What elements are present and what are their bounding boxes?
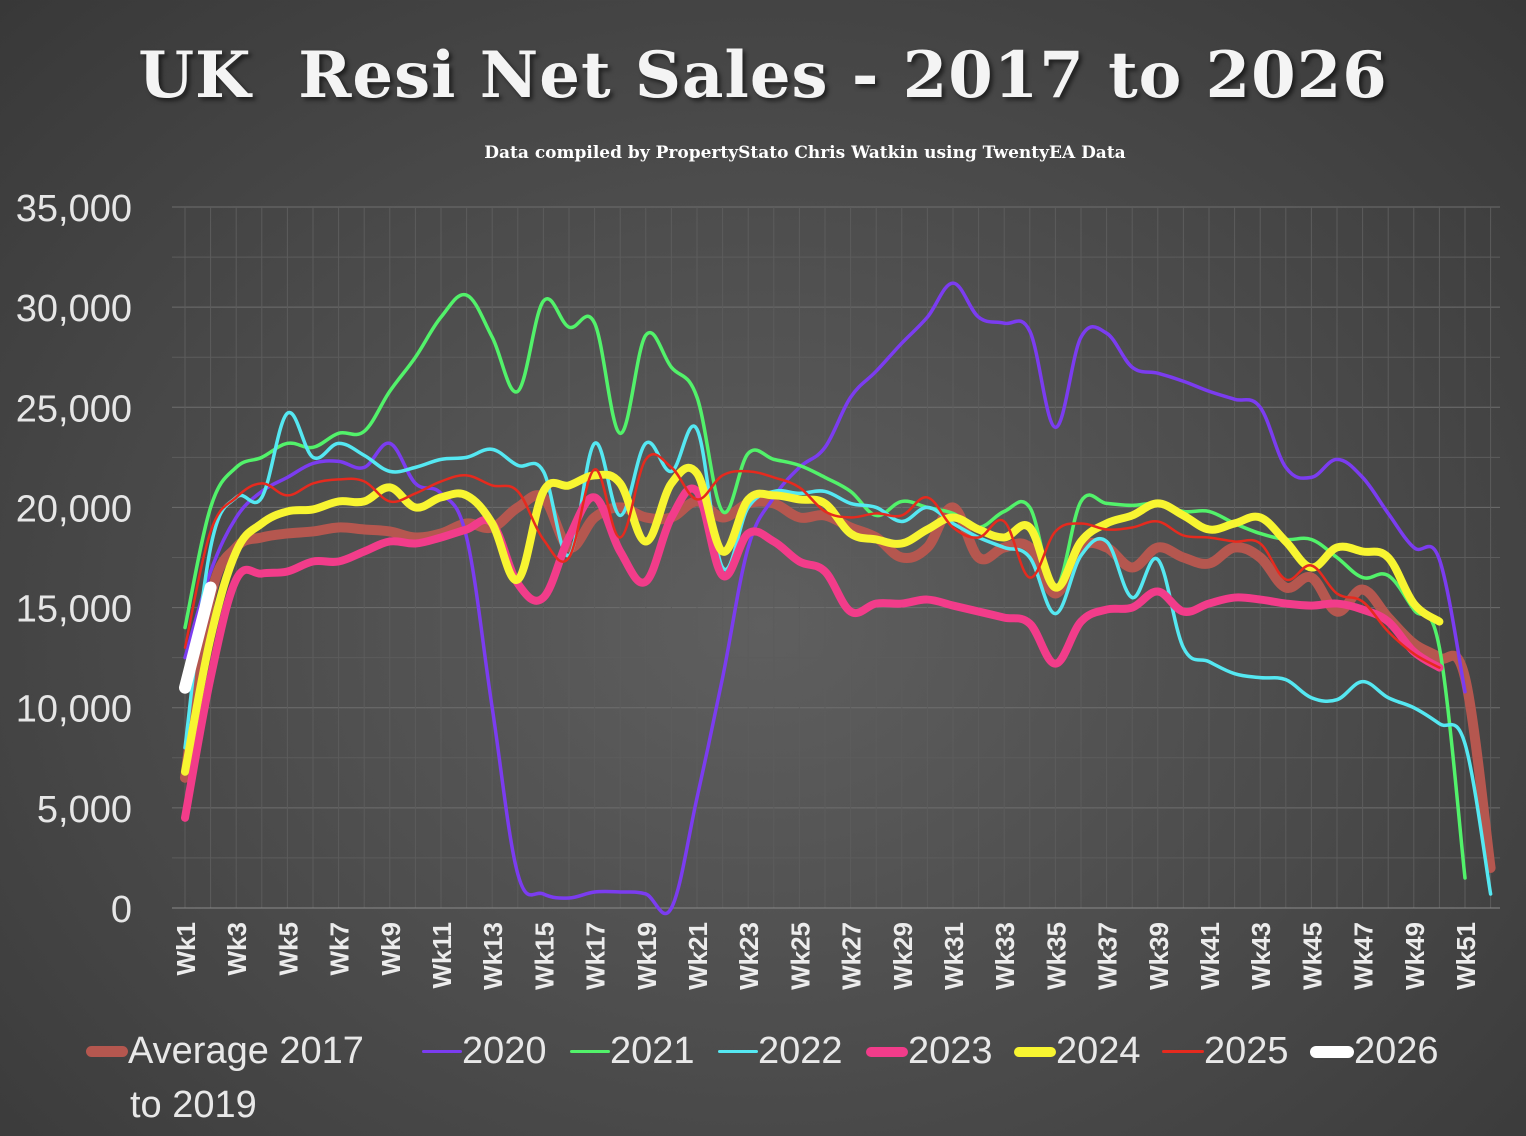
x-tick-label: Wk45 bbox=[1297, 922, 1327, 990]
x-tick-label: Wk47 bbox=[1349, 922, 1379, 990]
x-tick-label: Wk41 bbox=[1195, 922, 1225, 990]
series-line-2024 bbox=[181, 463, 1444, 776]
chart-title: UK Resi Net Sales - 2017 to 2026 bbox=[138, 38, 1388, 113]
series-line-2023 bbox=[181, 484, 1444, 822]
legend-item-2023: 2023 bbox=[866, 1030, 993, 1073]
legend-label-average: Average 2017 bbox=[128, 1030, 364, 1072]
x-tick-label: Wk49 bbox=[1400, 922, 1430, 990]
legend-swatch-average bbox=[86, 1046, 128, 1057]
x-tick-label: Wk43 bbox=[1246, 922, 1276, 990]
x-tick-label: Wk13 bbox=[478, 922, 508, 990]
y-tick-label: 30,000 bbox=[16, 288, 132, 330]
legend-item-2021: 2021 bbox=[570, 1030, 695, 1073]
x-tick-label: Wk35 bbox=[1041, 922, 1071, 990]
x-tick-label: Wk31 bbox=[939, 922, 969, 990]
series-line-2021 bbox=[183, 292, 1467, 880]
legend-swatch-2025 bbox=[1162, 1050, 1204, 1053]
legend-swatch-2021 bbox=[570, 1050, 610, 1053]
series-line-2026 bbox=[179, 581, 217, 694]
legend-label-2022: 2022 bbox=[758, 1030, 843, 1072]
legend-item-2022: 2022 bbox=[718, 1030, 843, 1073]
chart-subtitle: Data compiled by PropertyStato Chris Wat… bbox=[484, 143, 1126, 163]
legend-item-2026: 2026 bbox=[1310, 1030, 1439, 1073]
x-tick-label: Wk1 bbox=[171, 922, 201, 975]
legend-swatch-2020 bbox=[422, 1050, 462, 1053]
legend-swatch-2022 bbox=[718, 1050, 758, 1053]
series-line-2020 bbox=[183, 281, 1467, 916]
legend-label-average-cont: to 2019 bbox=[130, 1084, 257, 1126]
legend-item-average: Average 2017 bbox=[86, 1030, 364, 1073]
legend-swatch-2026 bbox=[1310, 1045, 1354, 1058]
x-tick-label: Wk25 bbox=[785, 922, 815, 990]
x-tick-label: Wk11 bbox=[427, 922, 457, 989]
x-tick-label: Wk5 bbox=[273, 922, 303, 975]
x-tick-label: Wk19 bbox=[632, 922, 662, 990]
x-tick-label: Wk37 bbox=[1093, 922, 1123, 990]
legend-swatch-2023 bbox=[866, 1046, 908, 1057]
legend-item-2020: 2020 bbox=[422, 1030, 547, 1073]
y-tick-label: 15,000 bbox=[16, 589, 132, 631]
legend-label-2026: 2026 bbox=[1354, 1030, 1439, 1072]
x-tick-label: Wk29 bbox=[888, 922, 918, 990]
y-tick-label: 0 bbox=[111, 889, 132, 931]
x-tick-label: Wk9 bbox=[376, 922, 406, 975]
y-tick-label: 10,000 bbox=[16, 689, 132, 731]
y-tick-label: 25,000 bbox=[16, 388, 132, 430]
x-tick-label: Wk39 bbox=[1144, 922, 1174, 990]
legend-label-2021: 2021 bbox=[610, 1030, 695, 1072]
x-tick-label: Wk15 bbox=[529, 922, 559, 990]
x-tick-label: Wk3 bbox=[222, 922, 252, 975]
legend-label-2024: 2024 bbox=[1056, 1030, 1141, 1072]
legend-item-2024: 2024 bbox=[1014, 1030, 1141, 1073]
x-tick-label: Wk17 bbox=[581, 922, 611, 990]
legend-swatch-2024 bbox=[1014, 1046, 1056, 1057]
legend-label-2025: 2025 bbox=[1204, 1030, 1289, 1072]
legend-item-2025: 2025 bbox=[1162, 1030, 1289, 1073]
series-line-2022 bbox=[183, 410, 1493, 896]
x-tick-label: Wk23 bbox=[734, 922, 764, 990]
legend-label-2023: 2023 bbox=[908, 1030, 993, 1072]
legend-label-2020: 2020 bbox=[462, 1030, 547, 1072]
x-tick-label: Wk7 bbox=[325, 922, 355, 975]
y-tick-label: 20,000 bbox=[16, 488, 132, 530]
y-tick-label: 35,000 bbox=[16, 188, 132, 230]
x-tick-label: Wk27 bbox=[837, 922, 867, 990]
y-tick-label: 5,000 bbox=[37, 789, 132, 831]
x-tick-label: Wk33 bbox=[990, 922, 1020, 990]
x-tick-label: Wk51 bbox=[1451, 922, 1481, 990]
series-line-2025 bbox=[183, 453, 1441, 669]
x-tick-label: Wk21 bbox=[683, 922, 713, 990]
